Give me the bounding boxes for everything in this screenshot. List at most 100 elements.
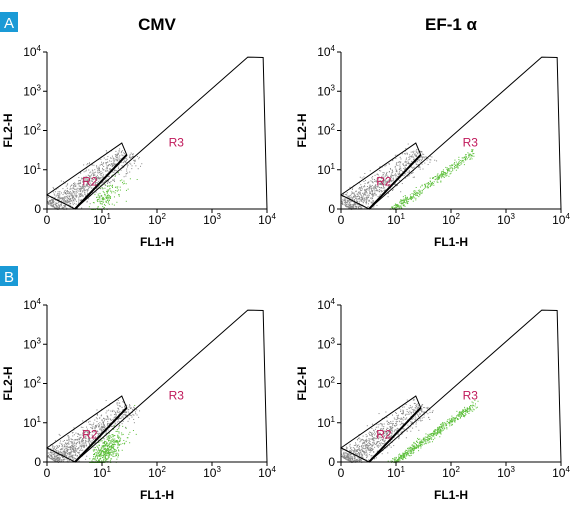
dot <box>98 176 99 177</box>
dot <box>97 201 98 202</box>
dot <box>413 172 414 173</box>
dot <box>361 207 362 208</box>
dot <box>413 453 414 454</box>
dot <box>355 205 356 206</box>
dot <box>351 194 352 195</box>
dot <box>351 201 352 202</box>
dot <box>118 454 119 455</box>
dot <box>73 191 74 192</box>
dot <box>96 454 97 455</box>
dot <box>405 148 406 149</box>
dot <box>67 190 68 191</box>
dot <box>411 196 412 197</box>
dot <box>407 452 408 453</box>
dot <box>94 454 95 455</box>
tick-base: 10 <box>203 213 217 227</box>
dot <box>463 416 464 417</box>
dot <box>357 451 358 452</box>
gate-label: R2 <box>82 175 98 189</box>
dot <box>75 439 76 440</box>
dot <box>399 202 400 203</box>
dot <box>365 183 366 184</box>
dot <box>114 164 115 165</box>
dot <box>112 456 113 457</box>
dot <box>416 444 417 445</box>
dot <box>360 199 361 200</box>
dot <box>102 206 103 207</box>
dot <box>99 433 100 434</box>
dot <box>463 158 464 159</box>
dot <box>398 173 399 174</box>
dot <box>393 445 394 446</box>
dot <box>103 423 104 424</box>
dot <box>442 430 443 431</box>
tick-exponent: 4 <box>331 44 336 53</box>
dot <box>397 207 398 208</box>
tick-base: 10 <box>258 466 272 480</box>
dot <box>50 202 51 203</box>
dot <box>113 157 114 158</box>
dot <box>367 198 368 199</box>
dot <box>102 168 103 169</box>
dot <box>71 442 72 443</box>
dot <box>115 440 116 441</box>
dot <box>74 450 75 451</box>
dot <box>73 186 74 187</box>
dot <box>83 188 84 189</box>
dot <box>59 434 60 435</box>
dot <box>105 195 106 196</box>
dot <box>378 447 379 448</box>
dot <box>446 175 447 176</box>
dot <box>92 164 93 165</box>
dot <box>64 198 65 199</box>
dot <box>101 424 102 425</box>
dot <box>366 441 367 442</box>
dot <box>403 455 404 456</box>
dot <box>69 456 70 457</box>
dot <box>113 442 114 443</box>
dot <box>104 443 105 444</box>
dot <box>112 444 113 445</box>
dot <box>467 411 468 412</box>
dot <box>358 452 359 453</box>
dot <box>345 194 346 195</box>
dot <box>398 174 399 175</box>
dot <box>121 170 122 171</box>
dot <box>122 150 123 151</box>
dot <box>50 458 51 459</box>
dot <box>71 452 72 453</box>
dot <box>98 452 99 453</box>
dot <box>128 409 129 410</box>
dot <box>404 456 405 457</box>
dot <box>124 443 125 444</box>
dot <box>131 417 132 418</box>
dot <box>474 406 475 407</box>
dot <box>68 447 69 448</box>
dot <box>461 163 462 164</box>
dot <box>66 203 67 204</box>
dot <box>406 430 407 431</box>
dot <box>365 195 366 196</box>
dot <box>59 207 60 208</box>
dot <box>360 190 361 191</box>
dot <box>408 455 409 456</box>
tick-base: 10 <box>442 213 456 227</box>
dot <box>421 440 422 441</box>
dot <box>415 416 416 417</box>
dot <box>357 460 358 461</box>
dot <box>119 425 120 426</box>
dot <box>403 202 404 203</box>
dot <box>108 457 109 458</box>
dot <box>451 416 452 417</box>
dot <box>73 448 74 449</box>
tick-label: 0 <box>34 455 41 469</box>
dot <box>67 197 68 198</box>
dot <box>98 186 99 187</box>
dot <box>398 437 399 438</box>
dot <box>103 198 104 199</box>
dot <box>112 447 113 448</box>
dot <box>367 447 368 448</box>
dot <box>120 180 121 181</box>
dot <box>99 201 100 202</box>
dot <box>80 180 81 181</box>
